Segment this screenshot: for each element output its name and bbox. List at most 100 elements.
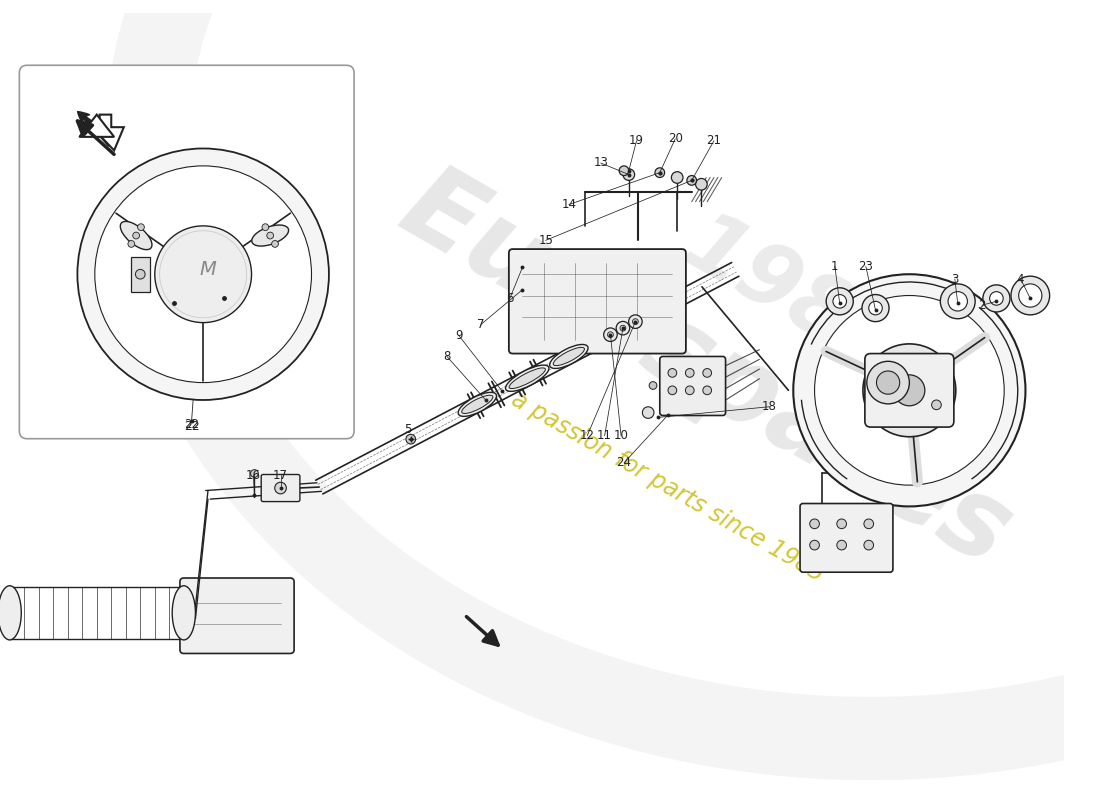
Circle shape (267, 232, 274, 239)
Circle shape (867, 362, 910, 404)
FancyBboxPatch shape (660, 357, 726, 415)
Text: 3: 3 (952, 273, 958, 286)
Ellipse shape (553, 347, 584, 366)
Ellipse shape (506, 365, 549, 391)
Circle shape (940, 284, 976, 318)
Text: 23: 23 (858, 260, 873, 273)
Circle shape (95, 166, 311, 382)
Text: 1: 1 (832, 260, 838, 273)
Text: Eurospares: Eurospares (383, 154, 1030, 588)
Circle shape (607, 332, 614, 338)
Polygon shape (79, 114, 114, 137)
Text: 6: 6 (506, 292, 514, 305)
Polygon shape (92, 114, 124, 150)
Circle shape (128, 241, 134, 247)
Circle shape (833, 294, 847, 308)
Circle shape (406, 434, 416, 444)
Circle shape (837, 540, 847, 550)
Circle shape (810, 519, 820, 529)
Circle shape (604, 328, 617, 342)
Text: 16: 16 (246, 469, 261, 482)
FancyBboxPatch shape (20, 66, 354, 438)
Text: 13: 13 (593, 157, 608, 170)
Ellipse shape (509, 368, 546, 389)
Circle shape (155, 226, 252, 322)
Text: 18: 18 (761, 400, 777, 414)
Circle shape (894, 375, 925, 406)
Text: 9: 9 (454, 329, 462, 342)
Circle shape (654, 168, 664, 178)
Circle shape (133, 232, 140, 239)
Circle shape (272, 241, 278, 247)
Circle shape (869, 302, 882, 315)
Circle shape (628, 315, 642, 329)
Text: 24: 24 (616, 456, 631, 470)
Circle shape (990, 292, 1003, 305)
Circle shape (632, 318, 638, 325)
Circle shape (864, 540, 873, 550)
FancyBboxPatch shape (261, 474, 300, 502)
Circle shape (810, 540, 820, 550)
Circle shape (685, 386, 694, 394)
Circle shape (135, 270, 145, 279)
Text: 17: 17 (273, 469, 288, 482)
Bar (131, 257, 150, 292)
Text: 1985: 1985 (669, 202, 917, 394)
Circle shape (932, 400, 942, 410)
Circle shape (983, 285, 1010, 312)
Text: 4: 4 (1016, 273, 1024, 286)
Ellipse shape (173, 586, 196, 640)
Ellipse shape (252, 225, 288, 246)
FancyBboxPatch shape (180, 578, 294, 654)
FancyBboxPatch shape (865, 354, 954, 427)
Circle shape (695, 178, 707, 190)
Circle shape (1019, 284, 1042, 307)
Text: 20: 20 (668, 132, 683, 146)
Circle shape (826, 288, 854, 315)
Circle shape (616, 322, 629, 335)
Text: 5: 5 (405, 422, 411, 435)
Text: M: M (199, 260, 217, 279)
Circle shape (77, 149, 329, 400)
Circle shape (275, 482, 286, 494)
Circle shape (1011, 276, 1049, 315)
FancyBboxPatch shape (800, 503, 893, 572)
Circle shape (877, 371, 900, 394)
Circle shape (862, 344, 956, 437)
Text: 22: 22 (184, 418, 199, 430)
FancyBboxPatch shape (509, 249, 686, 354)
Text: 14: 14 (561, 198, 576, 211)
Circle shape (671, 172, 683, 183)
Circle shape (668, 386, 676, 394)
Text: 7: 7 (477, 318, 485, 331)
Circle shape (642, 406, 654, 418)
Circle shape (703, 369, 712, 378)
Circle shape (262, 224, 268, 230)
Circle shape (793, 274, 1025, 506)
Ellipse shape (0, 586, 21, 640)
Circle shape (686, 175, 696, 186)
Text: 21: 21 (706, 134, 722, 147)
Circle shape (862, 294, 889, 322)
Text: 19: 19 (629, 134, 645, 147)
Circle shape (815, 295, 1004, 485)
Ellipse shape (120, 222, 152, 250)
Text: 11: 11 (597, 430, 612, 442)
Text: 2: 2 (978, 298, 986, 312)
Text: 22: 22 (184, 420, 199, 433)
Ellipse shape (462, 395, 493, 414)
Circle shape (619, 166, 629, 175)
Circle shape (251, 470, 258, 478)
Circle shape (837, 519, 847, 529)
Circle shape (649, 382, 657, 390)
Ellipse shape (550, 345, 588, 369)
Circle shape (138, 224, 144, 230)
Text: 15: 15 (538, 234, 553, 247)
Circle shape (668, 369, 676, 378)
Ellipse shape (458, 392, 496, 416)
Circle shape (948, 292, 967, 311)
Circle shape (703, 386, 712, 394)
Text: a passion for parts since 1985: a passion for parts since 1985 (507, 387, 828, 586)
Circle shape (685, 369, 694, 378)
Text: 12: 12 (580, 430, 595, 442)
